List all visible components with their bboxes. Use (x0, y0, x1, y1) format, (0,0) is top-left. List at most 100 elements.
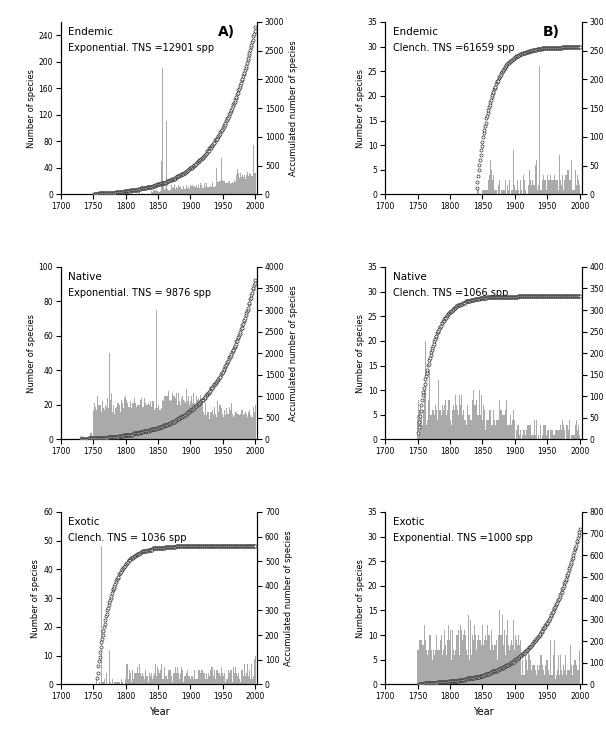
Point (134, 183, 144, 195)
Bar (471, 645, 473, 684)
Bar (221, 667, 222, 684)
Bar (184, 189, 185, 195)
Point (441, 676, 451, 687)
Point (474, 164, 484, 176)
Point (415, 410, 425, 422)
Bar (179, 401, 180, 439)
Bar (228, 670, 229, 684)
Point (438, 676, 447, 687)
Bar (552, 675, 553, 684)
Bar (418, 650, 419, 684)
Point (91, 432, 101, 444)
Point (131, 184, 141, 195)
Point (531, 291, 541, 302)
Bar (578, 670, 579, 684)
Point (116, 430, 125, 442)
Bar (476, 400, 477, 439)
Point (158, 542, 167, 553)
Bar (550, 430, 551, 439)
Point (245, 539, 255, 551)
Point (153, 422, 163, 433)
Point (140, 545, 150, 557)
Point (573, 532, 583, 544)
Point (470, 671, 479, 683)
Bar (439, 650, 440, 684)
Bar (559, 155, 560, 195)
Bar (167, 679, 168, 684)
Point (506, 657, 516, 668)
Point (107, 187, 116, 198)
Point (565, 291, 574, 302)
Point (215, 371, 224, 383)
Bar (147, 676, 148, 684)
Point (432, 327, 442, 339)
Point (479, 127, 488, 138)
Point (135, 548, 144, 559)
Point (196, 395, 205, 407)
Point (474, 294, 484, 305)
Point (484, 101, 494, 113)
Point (490, 665, 499, 677)
Bar (179, 187, 180, 195)
Point (116, 186, 125, 198)
Point (247, 287, 257, 299)
Point (110, 187, 119, 198)
Bar (558, 655, 559, 684)
Point (551, 291, 561, 302)
Point (85, 432, 95, 444)
Point (468, 673, 478, 684)
Point (531, 44, 541, 56)
Point (126, 184, 136, 195)
Bar (135, 673, 136, 684)
Point (236, 539, 246, 551)
Point (166, 541, 176, 553)
Bar (252, 417, 253, 439)
Bar (197, 679, 198, 684)
Point (504, 291, 513, 302)
Bar (181, 667, 182, 684)
Point (536, 43, 546, 55)
Point (152, 542, 162, 554)
Bar (121, 679, 122, 684)
Point (502, 291, 512, 303)
Point (232, 88, 242, 100)
Point (482, 111, 492, 122)
Point (539, 622, 549, 634)
Bar (180, 187, 181, 195)
Bar (517, 179, 518, 195)
Bar (184, 676, 185, 684)
Point (529, 636, 539, 648)
Point (228, 539, 238, 551)
Bar (552, 179, 553, 195)
Point (175, 169, 185, 181)
Bar (424, 390, 425, 439)
Point (171, 171, 181, 183)
Bar (518, 190, 519, 195)
Point (204, 142, 214, 154)
Point (196, 153, 206, 165)
Point (547, 291, 557, 302)
Point (144, 545, 154, 556)
Point (168, 173, 178, 185)
Point (511, 654, 521, 665)
Point (575, 41, 585, 53)
Point (186, 162, 196, 173)
Bar (567, 670, 568, 684)
Point (156, 178, 165, 190)
Point (466, 294, 476, 306)
Bar (437, 635, 438, 684)
Point (172, 171, 182, 183)
Point (224, 354, 233, 365)
Bar (522, 435, 523, 439)
Point (488, 86, 498, 98)
Point (238, 539, 248, 551)
Point (487, 89, 497, 101)
Bar (539, 665, 540, 684)
Bar (118, 681, 119, 684)
Point (122, 185, 132, 197)
Point (482, 292, 491, 304)
Point (560, 291, 570, 302)
Point (442, 310, 451, 321)
Bar (183, 400, 184, 439)
Point (453, 675, 462, 687)
